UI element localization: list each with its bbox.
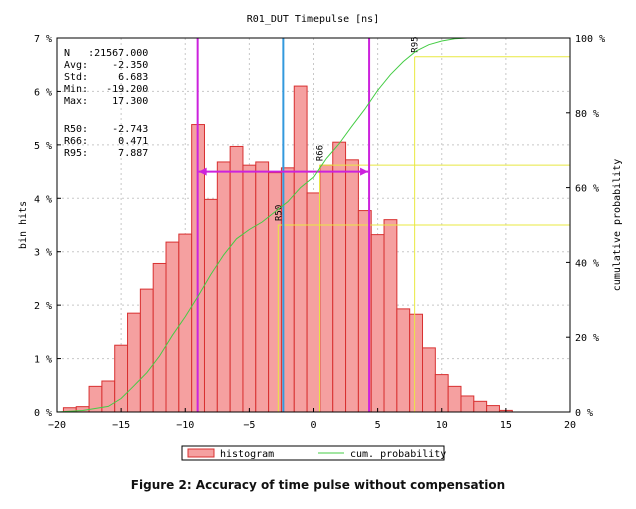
histogram-bar [306, 192, 321, 413]
legend-histogram-swatch [187, 448, 215, 458]
stats-line: Avg: -2.350 [64, 60, 148, 71]
histogram-bar [332, 141, 347, 413]
cumulative-curve [56, 37, 481, 413]
marker-label-r95: R95 [411, 36, 421, 52]
legend-box [181, 445, 445, 461]
histogram-bar [473, 400, 488, 413]
std-arrow-head-right [360, 167, 369, 176]
percentile-markers: R50 R66 R95 [274, 36, 570, 412]
x-tick-label: −20 [48, 420, 66, 431]
y2-tick-label: 80 % [575, 109, 599, 120]
histogram-bar [203, 198, 218, 413]
y-tick-label: 5 % [34, 141, 52, 152]
std-arrow-head-left [198, 167, 207, 176]
x-tick-label: 20 [564, 420, 576, 431]
legend-cum-label: cum. probability [350, 449, 446, 460]
y2-tick-label: 20 % [575, 333, 599, 344]
stat-lines [196, 38, 371, 412]
y2-tick-label: 100 % [575, 34, 605, 45]
histogram-bar [409, 313, 424, 413]
x-tick-label: −5 [243, 420, 255, 431]
stats-line: Min: -19.200 [64, 84, 148, 95]
axis-ticks: −20 −15 −10 −5 0 5 10 15 200 %1 %2 %3 %4 %5 %6 %… [34, 34, 605, 431]
stats-line: Std: 6.683 [64, 72, 148, 83]
y-tick-label: 6 % [34, 87, 52, 98]
y-tick-label: 2 % [34, 301, 52, 312]
histogram-bar [370, 234, 385, 413]
histogram-bar [139, 288, 154, 413]
x-tick-label: 5 [375, 420, 381, 431]
legend: histogram cum. probability [181, 445, 446, 461]
y-tick-label: 7 % [34, 34, 52, 45]
x-tick-label: 0 [310, 420, 316, 431]
histogram-bar [460, 395, 475, 413]
histogram-bar [152, 262, 167, 413]
y-tick-label: 0 % [34, 408, 52, 419]
figure-caption: Figure 2: Accuracy of time pulse without… [130, 478, 506, 492]
x-tick-label: 15 [500, 420, 512, 431]
stats-line: N :21567.000 [64, 48, 148, 59]
y2-tick-label: 60 % [575, 184, 599, 195]
y-tick-label: 1 % [34, 355, 52, 366]
stats-line: R50: -2.743 [64, 124, 148, 135]
y2-axis-label: cumulative probability [612, 159, 623, 291]
stats-line: R66: 0.471 [64, 136, 148, 147]
stats-line: Max: 17.300 [64, 96, 148, 107]
histogram-bar [422, 347, 436, 413]
histogram-bar [293, 85, 308, 413]
cumulative-line [56, 37, 481, 413]
histogram-bar [165, 241, 180, 413]
y-axis-label: bin hits [18, 201, 29, 249]
y-tick-label: 4 % [34, 194, 52, 205]
y-tick-label: 3 % [34, 248, 52, 259]
histogram-bar [127, 312, 141, 413]
histogram-bar [447, 385, 462, 413]
histogram-bar [255, 161, 270, 413]
histogram-bar [216, 161, 231, 413]
histogram-bar [434, 374, 449, 413]
y2-tick-label: 40 % [575, 258, 599, 269]
histogram-bar [486, 405, 500, 413]
y2-tick-label: 0 % [575, 408, 593, 419]
chart-title: R01_DUT Timepulse [ns] [247, 14, 379, 25]
histogram-bar [383, 219, 398, 413]
histogram-bar [242, 164, 257, 413]
histogram-bar [345, 159, 359, 413]
x-tick-label: −10 [176, 420, 194, 431]
marker-label-r66: R66 [316, 145, 326, 161]
histogram-bar [319, 164, 334, 413]
histogram-bar [114, 344, 129, 413]
histogram-bar [396, 308, 411, 413]
stats-line: R95: 7.887 [64, 148, 148, 159]
marker-label-r50: R50 [274, 205, 284, 221]
x-tick-label: 10 [436, 420, 448, 431]
histogram-bar [229, 145, 244, 413]
x-tick-label: −15 [112, 420, 130, 431]
legend-histogram-label: histogram [220, 449, 274, 460]
